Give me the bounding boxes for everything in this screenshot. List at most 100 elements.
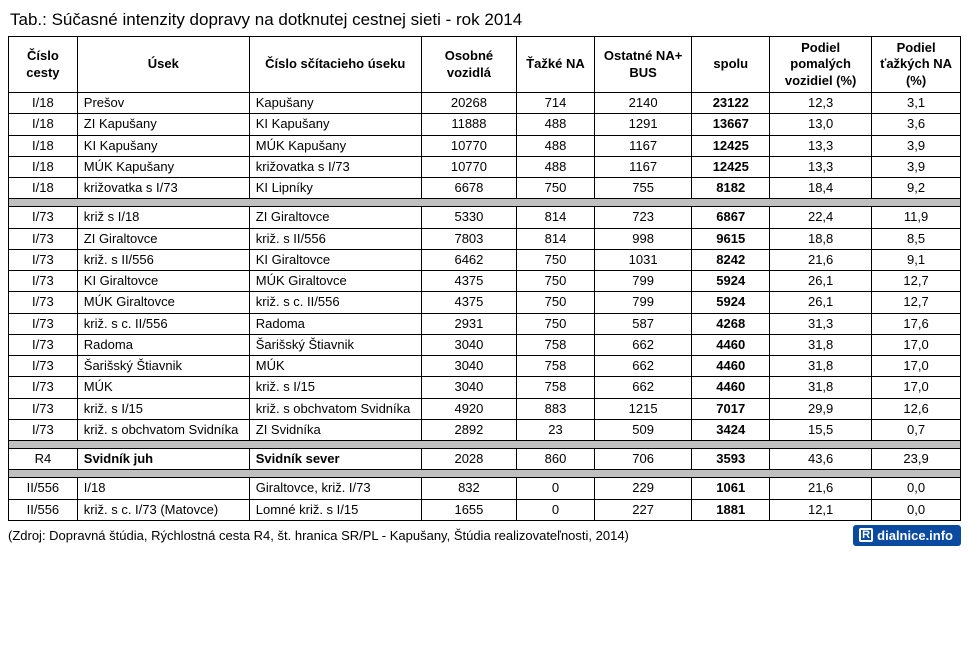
table-cell: 17,6 (872, 313, 961, 334)
table-cell: 23 (517, 419, 595, 440)
table-cell: 723 (594, 207, 692, 228)
table-cell: I/18 (9, 135, 78, 156)
table-cell: 750 (517, 292, 595, 313)
table-cell: 31,8 (770, 334, 872, 355)
col-header: Ťažké NA (517, 37, 595, 93)
table-cell: I/18 (77, 478, 249, 499)
table-cell: Giraltovce, križ. I/73 (249, 478, 421, 499)
table-cell: 714 (517, 93, 595, 114)
table-cell: KI Giraltovce (249, 249, 421, 270)
table-cell: MÚK (249, 356, 421, 377)
table-cell: 0 (517, 499, 595, 520)
table-cell: 10770 (421, 156, 516, 177)
table-cell: 0,0 (872, 478, 961, 499)
table-cell: 3,1 (872, 93, 961, 114)
site-badge[interactable]: R dialnice.info (853, 525, 961, 546)
table-cell: 662 (594, 377, 692, 398)
table-cell: R4 (9, 449, 78, 470)
group-separator (9, 441, 961, 449)
table-cell: 4460 (692, 356, 770, 377)
table-cell: 1215 (594, 398, 692, 419)
table-cell: MÚK Giraltovce (77, 292, 249, 313)
col-header: Úsek (77, 37, 249, 93)
traffic-table: Číslo cesty Úsek Číslo sčítacieho úseku … (8, 36, 961, 521)
table-row: I/73MÚKkriž. s I/153040758662446031,817,… (9, 377, 961, 398)
table-cell: I/73 (9, 313, 78, 334)
table-cell: 814 (517, 228, 595, 249)
table-row: I/73Šarišský ŠtiavnikMÚK3040758662446031… (9, 356, 961, 377)
table-cell: ZI Svidníka (249, 419, 421, 440)
table-cell: 31,3 (770, 313, 872, 334)
table-cell: 12425 (692, 135, 770, 156)
table-cell: 4460 (692, 334, 770, 355)
table-row: I/73križ. s c. II/556Radoma2931750587426… (9, 313, 961, 334)
table-cell: 509 (594, 419, 692, 440)
table-cell: MÚK Giraltovce (249, 271, 421, 292)
table-cell: I/73 (9, 207, 78, 228)
table-cell: 1061 (692, 478, 770, 499)
table-row: I/18MÚK Kapušanykrižovatka s I/731077048… (9, 156, 961, 177)
table-cell: 11,9 (872, 207, 961, 228)
table-cell: 4460 (692, 377, 770, 398)
table-row: I/73križ. s I/15križ. s obchvatom Svidní… (9, 398, 961, 419)
table-cell: križovatka s I/73 (249, 156, 421, 177)
table-cell: 883 (517, 398, 595, 419)
table-cell: 1167 (594, 135, 692, 156)
table-cell: Radoma (77, 334, 249, 355)
table-cell: 4375 (421, 271, 516, 292)
table-cell: 29,9 (770, 398, 872, 419)
table-cell: 0 (517, 478, 595, 499)
table-cell: 4375 (421, 292, 516, 313)
table-cell: II/556 (9, 478, 78, 499)
table-cell: Svidník sever (249, 449, 421, 470)
table-cell: križ. s c. II/556 (77, 313, 249, 334)
table-cell: 229 (594, 478, 692, 499)
table-cell: I/73 (9, 334, 78, 355)
table-cell: 13,0 (770, 114, 872, 135)
table-cell: 17,0 (872, 334, 961, 355)
table-cell: 488 (517, 156, 595, 177)
table-cell: 10770 (421, 135, 516, 156)
table-cell: 20268 (421, 93, 516, 114)
col-header: Číslo cesty (9, 37, 78, 93)
table-cell: I/73 (9, 249, 78, 270)
col-header: Ostatné NA+ BUS (594, 37, 692, 93)
table-cell: 2931 (421, 313, 516, 334)
table-cell: 3593 (692, 449, 770, 470)
table-cell: križ. s obchvatom Svidníka (249, 398, 421, 419)
table-cell: 4268 (692, 313, 770, 334)
table-cell: križ. s obchvatom Svidníka (77, 419, 249, 440)
table-cell: 4920 (421, 398, 516, 419)
table-row: R4Svidník juhSvidník sever20288607063593… (9, 449, 961, 470)
table-row: II/556I/18Giraltovce, križ. I/7383202291… (9, 478, 961, 499)
table-cell: KI Lipníky (249, 178, 421, 199)
table-cell: 5330 (421, 207, 516, 228)
table-cell: I/73 (9, 398, 78, 419)
col-header: Podiel ťažkých NA (%) (872, 37, 961, 93)
table-cell: I/73 (9, 228, 78, 249)
table-cell: 18,8 (770, 228, 872, 249)
table-cell: 5924 (692, 271, 770, 292)
table-row: I/18KI KapušanyMÚK Kapušany1077048811671… (9, 135, 961, 156)
table-cell: 587 (594, 313, 692, 334)
badge-icon: R (859, 528, 873, 542)
table-cell: 2140 (594, 93, 692, 114)
table-cell: 12,3 (770, 93, 872, 114)
group-separator (9, 199, 961, 207)
table-cell: 31,8 (770, 377, 872, 398)
table-cell: I/18 (9, 114, 78, 135)
table-cell: 1291 (594, 114, 692, 135)
table-cell: 8,5 (872, 228, 961, 249)
table-cell: 12,7 (872, 292, 961, 313)
table-cell: 21,6 (770, 478, 872, 499)
table-cell: 5924 (692, 292, 770, 313)
table-cell: 3040 (421, 334, 516, 355)
table-cell: 6678 (421, 178, 516, 199)
table-cell: 758 (517, 356, 595, 377)
col-header: spolu (692, 37, 770, 93)
table-cell: 8182 (692, 178, 770, 199)
table-cell: 7017 (692, 398, 770, 419)
table-cell: 21,6 (770, 249, 872, 270)
table-cell: 31,8 (770, 356, 872, 377)
table-row: I/18PrešovKapušany2026871421402312212,33… (9, 93, 961, 114)
